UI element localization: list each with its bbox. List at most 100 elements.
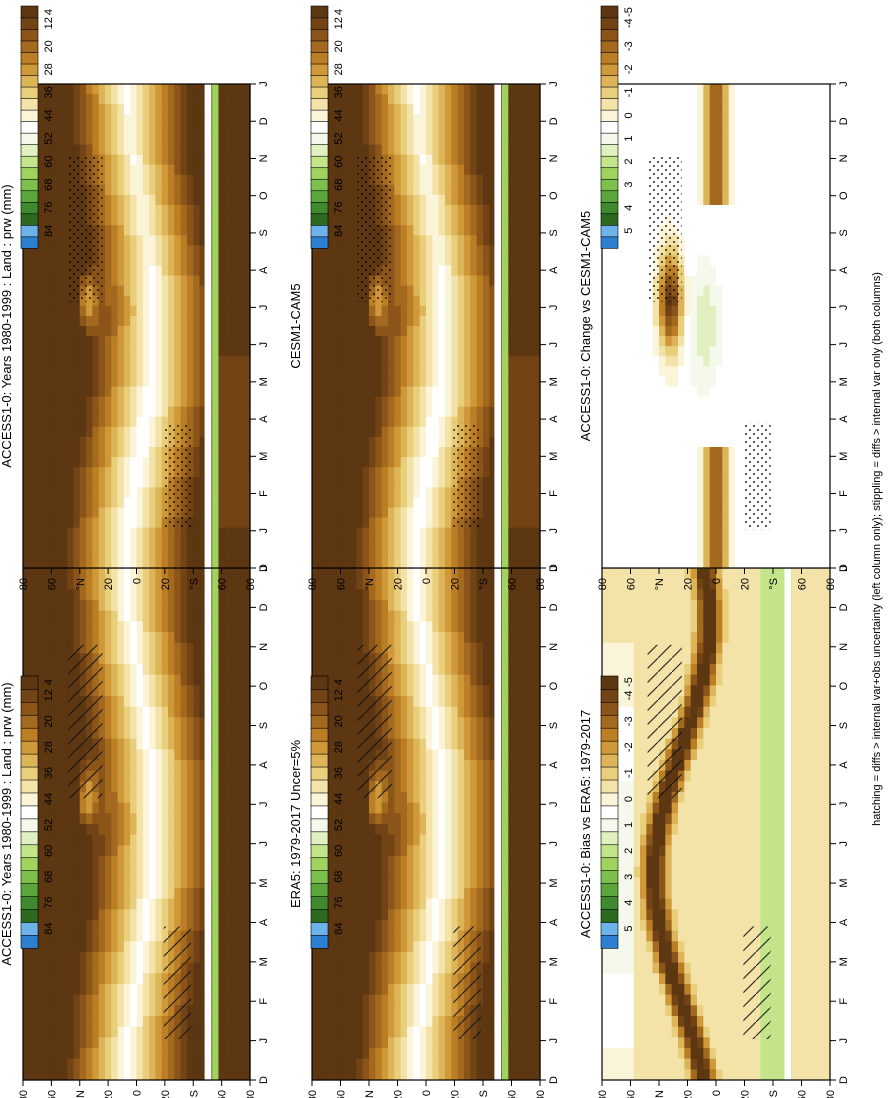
heatmap-cell xyxy=(419,738,427,750)
heatmap-cell xyxy=(394,749,402,761)
heatmap-cell xyxy=(142,527,150,539)
stippling-overlay xyxy=(68,156,103,302)
heatmap-cell xyxy=(29,578,37,590)
heatmap-cell xyxy=(337,802,345,814)
heatmap-cell xyxy=(356,1005,364,1017)
heatmap-cell xyxy=(400,1037,408,1049)
heatmap-cell xyxy=(168,653,175,665)
heatmap-cell xyxy=(174,134,182,146)
heatmap-cell xyxy=(218,994,226,1006)
heatmap-cell xyxy=(98,589,106,601)
heatmap-cell xyxy=(54,144,62,156)
heatmap-cell xyxy=(142,154,150,166)
heatmap-cell xyxy=(130,728,138,740)
heatmap-cell xyxy=(218,396,226,408)
heatmap-cell xyxy=(381,1048,389,1060)
x-tick-label: A xyxy=(258,918,270,926)
heatmap-cell xyxy=(394,930,402,942)
heatmap-cell xyxy=(73,930,81,942)
heatmap-cell xyxy=(149,1026,157,1038)
heatmap-cell xyxy=(331,728,338,740)
heatmap-cell xyxy=(231,134,238,146)
heatmap-cell xyxy=(369,1026,376,1038)
heatmap-cell xyxy=(98,447,106,458)
heatmap-cell xyxy=(155,866,163,878)
heatmap-cell xyxy=(407,866,414,878)
heatmap-cell xyxy=(218,235,226,246)
heatmap-cell xyxy=(142,477,150,488)
heatmap-cell xyxy=(142,406,150,418)
heatmap-cell xyxy=(117,589,125,601)
heatmap-cell xyxy=(464,717,471,729)
heatmap-cell xyxy=(155,792,163,804)
heatmap-cell xyxy=(155,1037,163,1049)
heatmap-cell xyxy=(161,537,169,549)
heatmap-cell xyxy=(470,578,478,590)
heatmap-cell xyxy=(400,696,408,708)
heatmap-cell xyxy=(54,285,62,297)
heatmap-cell xyxy=(117,215,125,226)
heatmap-cell xyxy=(432,898,440,910)
heatmap-cell xyxy=(369,824,376,836)
heatmap-cell xyxy=(41,527,49,539)
heatmap-cell xyxy=(218,184,226,196)
heatmap-cell xyxy=(407,770,414,782)
heatmap-cell xyxy=(193,834,201,846)
heatmap-cell xyxy=(350,685,357,697)
heatmap-cell xyxy=(224,824,232,836)
heatmap-cell xyxy=(136,952,144,964)
heatmap-cell xyxy=(149,781,157,793)
heatmap-cell xyxy=(445,770,452,782)
heatmap-cell xyxy=(117,406,125,418)
heatmap-cell xyxy=(362,824,370,836)
heatmap-cell xyxy=(117,962,125,974)
heatmap-cell xyxy=(60,396,68,408)
heatmap-cell xyxy=(79,557,87,569)
heatmap-cell xyxy=(186,356,194,367)
heatmap-cell xyxy=(438,749,446,761)
heatmap-cell xyxy=(218,728,226,740)
heatmap-cell xyxy=(388,1048,395,1060)
heatmap-cell xyxy=(136,114,144,125)
heatmap-cell xyxy=(48,154,56,166)
heatmap-cell xyxy=(35,265,43,277)
heatmap-cell xyxy=(123,285,131,297)
heatmap-cell xyxy=(60,447,68,458)
heatmap-cell xyxy=(174,578,182,590)
heatmap-cell xyxy=(199,674,207,686)
heatmap-cell xyxy=(237,487,245,499)
heatmap-cell xyxy=(149,124,157,136)
heatmap-cell xyxy=(457,1058,465,1070)
heatmap-cell xyxy=(337,930,345,942)
heatmap-cell xyxy=(142,547,150,559)
heatmap-cell xyxy=(41,416,49,428)
heatmap-cell xyxy=(41,366,49,378)
heatmap-cell xyxy=(243,436,251,448)
heatmap-cell xyxy=(149,467,157,478)
heatmap-cell xyxy=(155,396,163,408)
heatmap-cell xyxy=(86,84,93,95)
heatmap-cell xyxy=(331,1037,338,1049)
heatmap-cell xyxy=(73,497,81,509)
heatmap-cell xyxy=(369,834,376,846)
heatmap-cell xyxy=(48,600,56,612)
heatmap-cell xyxy=(73,527,81,539)
heatmap-cell xyxy=(451,920,459,932)
heatmap-cell xyxy=(161,527,169,539)
heatmap-cell xyxy=(237,877,245,889)
heatmap-cell xyxy=(149,1048,157,1060)
heatmap-cell xyxy=(356,589,364,601)
heatmap-cell xyxy=(117,124,125,136)
heatmap-cell xyxy=(218,792,226,804)
heatmap-cell xyxy=(193,457,201,468)
heatmap-cell xyxy=(111,920,119,932)
heatmap-cell xyxy=(445,1048,452,1060)
heatmap-cell xyxy=(199,114,207,125)
heatmap-cell xyxy=(98,457,106,468)
heatmap-cell xyxy=(92,1058,100,1070)
heatmap-cell xyxy=(123,215,131,226)
heatmap-cell xyxy=(343,1058,351,1070)
heatmap-cell xyxy=(445,760,452,772)
heatmap-cell xyxy=(445,824,452,836)
heatmap-cell xyxy=(413,600,421,612)
